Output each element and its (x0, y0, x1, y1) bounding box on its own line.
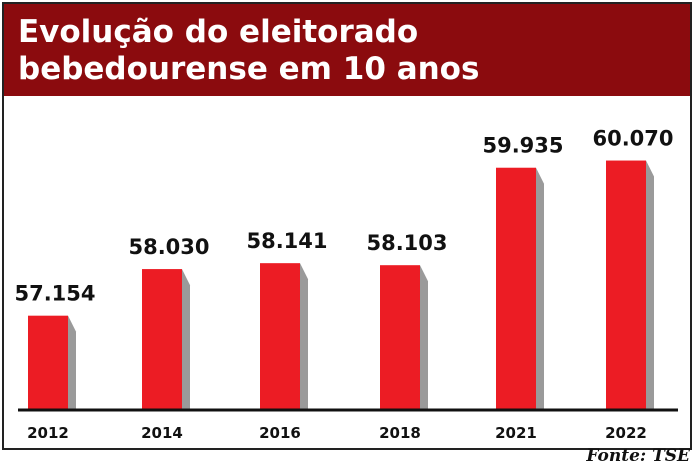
x-tick-2021: 2021 (495, 424, 537, 442)
value-label-2022: 60.070 (592, 127, 673, 151)
value-label-2014: 58.030 (128, 235, 209, 259)
chart-title: Evolução do eleitorado bebedourense em 1… (18, 14, 480, 87)
bar-shadow-2022 (646, 160, 654, 409)
bars (28, 160, 646, 409)
x-tick-2014: 2014 (141, 424, 183, 442)
bar-shadow-2021 (536, 167, 544, 409)
bar-2016 (260, 263, 300, 409)
bar-shadow-2014 (182, 269, 190, 409)
chart-frame: Evolução do eleitorado bebedourense em 1… (2, 2, 692, 450)
value-label-2021: 59.935 (482, 134, 563, 158)
bar-2012 (28, 315, 68, 409)
x-tick-2012: 2012 (27, 424, 69, 442)
bar-2022 (606, 160, 646, 409)
x-tick-2018: 2018 (379, 424, 421, 442)
source-note: Fonte: TSE (586, 446, 690, 466)
bar-2018 (380, 265, 420, 409)
bar-2021 (496, 167, 536, 409)
x-tick-2022: 2022 (605, 424, 647, 442)
value-label-2012: 57.154 (14, 282, 95, 306)
bar-shadow-2018 (420, 265, 428, 409)
value-label-2018: 58.103 (366, 231, 447, 255)
bar-shadows (68, 160, 654, 409)
chart-header: Evolução do eleitorado bebedourense em 1… (4, 4, 690, 96)
x-tick-labels: 2012 2014 2016 2018 2021 2022 (27, 424, 647, 442)
x-tick-2016: 2016 (259, 424, 301, 442)
value-label-2016: 58.141 (246, 229, 327, 253)
bar-shadow-2012 (68, 315, 76, 409)
bar-2014 (142, 269, 182, 409)
value-labels: 57.154 58.030 58.141 58.103 59.935 60.070 (14, 127, 673, 306)
bar-shadow-2016 (300, 263, 308, 409)
